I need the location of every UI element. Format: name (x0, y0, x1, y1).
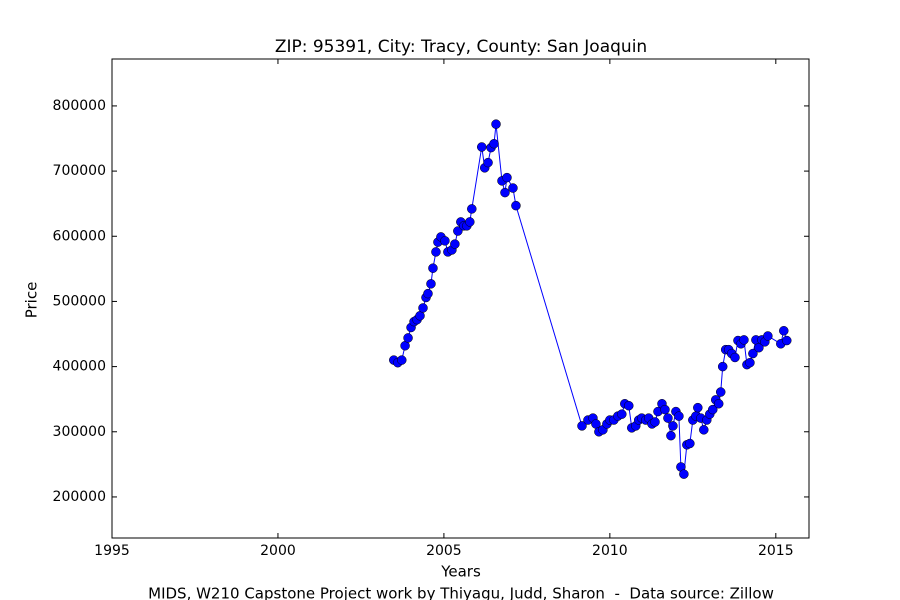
price-marker (624, 400, 634, 411)
price-marker (476, 142, 487, 152)
price-marker (440, 236, 450, 246)
price-marker (679, 469, 689, 479)
price-marker (423, 288, 433, 299)
y-tick-label: 700000 (53, 163, 106, 179)
price-marker (713, 398, 724, 409)
price-marker (465, 217, 475, 227)
y-tick-label: 400000 (53, 359, 106, 375)
price-marker (745, 357, 755, 368)
price-marker (577, 421, 587, 431)
price-marker (403, 333, 413, 343)
x-tick-label: 2015 (758, 543, 794, 559)
price-marker (428, 263, 438, 273)
price-marker (397, 355, 407, 365)
price-marker (453, 226, 463, 236)
y-tick-label: 200000 (53, 489, 106, 505)
price-marker (666, 430, 676, 441)
price-marker (508, 183, 518, 193)
price-marker (431, 247, 441, 257)
price-marker (717, 361, 728, 372)
x-tick-label: 2000 (260, 543, 296, 559)
price-marker (693, 402, 703, 413)
price-marker (674, 411, 684, 421)
price-marker (707, 404, 718, 415)
y-tick-label: 800000 (53, 98, 106, 114)
price-marker (483, 157, 493, 168)
x-tick-label: 1995 (94, 543, 130, 559)
footer-note: MIDS, W210 Capstone Project work by Thiy… (148, 585, 774, 600)
price-marker (502, 172, 512, 183)
price-marker (668, 421, 678, 431)
y-tick-label: 600000 (53, 228, 106, 244)
price-marker (617, 409, 627, 419)
price-marker (699, 425, 709, 435)
price-marker (748, 348, 758, 359)
price-marker (650, 417, 660, 427)
x-tick-label: 2005 (426, 543, 462, 559)
y-axis-label: Price (23, 282, 41, 319)
price-marker (663, 413, 673, 423)
y-tick-label: 500000 (53, 293, 106, 309)
y-tick-label: 300000 (53, 424, 106, 440)
x-tick-label: 2010 (592, 543, 628, 559)
price-marker (511, 200, 521, 211)
price-marker (491, 119, 501, 129)
price-marker (685, 438, 695, 449)
price-marker (450, 239, 460, 249)
price-marker (418, 303, 428, 313)
chart-title: ZIP: 95391, City: Tracy, County: San Joa… (275, 37, 647, 57)
x-axis-label: Years (440, 563, 481, 581)
price-marker (500, 187, 510, 198)
price-marker (779, 326, 789, 336)
price-marker (730, 352, 740, 363)
price-marker (763, 331, 773, 341)
plot-frame (111, 58, 810, 539)
price-marker (739, 335, 749, 345)
price-marker (660, 404, 670, 415)
price-marker (467, 204, 477, 214)
price-marker (489, 138, 499, 149)
price-marker (426, 279, 436, 289)
price-marker (715, 387, 726, 397)
price-marker (782, 335, 792, 346)
